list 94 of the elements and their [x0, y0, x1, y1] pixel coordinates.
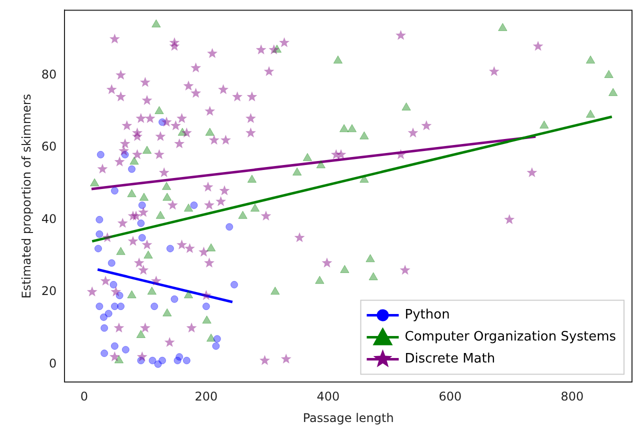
point	[184, 204, 194, 212]
legend-label: Computer Organization Systems	[404, 330, 616, 345]
point	[127, 189, 136, 198]
point	[108, 259, 116, 267]
point	[138, 234, 146, 242]
x-tick-label: 800	[560, 390, 584, 404]
x-tick-label: 0	[80, 390, 88, 404]
point	[170, 295, 178, 303]
point	[250, 204, 260, 212]
point	[104, 310, 112, 318]
point	[158, 356, 166, 364]
point	[137, 220, 145, 228]
point	[150, 302, 158, 310]
point	[96, 150, 104, 158]
point	[316, 160, 326, 168]
point	[154, 106, 164, 114]
point	[238, 210, 248, 219]
point	[116, 246, 126, 255]
point	[128, 165, 136, 173]
point	[152, 19, 161, 28]
point	[127, 290, 136, 298]
point	[117, 302, 125, 310]
point	[190, 201, 198, 209]
point	[540, 120, 549, 129]
point	[138, 201, 146, 209]
legend-label: Discrete Math	[404, 352, 496, 367]
point	[270, 286, 280, 295]
point	[366, 254, 375, 262]
point	[347, 124, 357, 132]
point	[315, 276, 324, 284]
x-axis-title: Passage length	[302, 410, 394, 425]
point	[136, 330, 146, 338]
point	[202, 316, 212, 324]
point	[206, 243, 216, 252]
point	[340, 264, 350, 273]
point	[339, 124, 349, 132]
point	[206, 334, 216, 342]
point	[230, 280, 238, 288]
y-tick-label: 60	[41, 140, 57, 154]
point	[110, 280, 118, 288]
point	[110, 342, 118, 350]
point	[586, 110, 596, 118]
point	[166, 244, 174, 252]
legend-label: Python	[404, 308, 450, 323]
point	[586, 56, 596, 64]
point	[110, 302, 118, 310]
x-tick-label: 600	[438, 390, 462, 404]
point	[100, 350, 108, 358]
point	[292, 167, 302, 176]
point	[402, 102, 411, 110]
point	[100, 313, 108, 321]
point	[162, 182, 172, 190]
y-tick-label: 40	[41, 212, 57, 226]
point	[94, 244, 102, 252]
y-tick-label: 20	[41, 284, 57, 298]
point	[205, 128, 214, 136]
point	[130, 156, 139, 165]
point	[182, 356, 190, 364]
point	[333, 56, 343, 64]
point	[247, 174, 257, 183]
point	[162, 192, 172, 201]
y-tick-label: 80	[41, 67, 57, 82]
point	[498, 23, 508, 32]
point	[142, 146, 152, 154]
point	[360, 131, 369, 140]
point	[100, 324, 108, 332]
point	[114, 355, 124, 364]
point	[147, 286, 156, 295]
y-tick-label: 0	[49, 356, 57, 370]
point	[174, 356, 182, 364]
point	[302, 153, 312, 162]
x-tick-label: 400	[316, 390, 340, 404]
point	[360, 174, 369, 183]
point	[202, 302, 210, 310]
point	[122, 346, 130, 354]
point	[96, 216, 104, 224]
point	[144, 250, 153, 259]
y-axis-title: Estimated proportion of skimmers	[19, 94, 34, 299]
point	[90, 178, 100, 186]
point	[604, 70, 614, 78]
point	[162, 308, 172, 316]
point	[96, 302, 104, 310]
point	[156, 210, 166, 219]
point	[608, 88, 618, 96]
point	[368, 272, 378, 280]
point	[184, 290, 194, 298]
x-tick-label: 200	[194, 390, 218, 404]
point	[139, 192, 149, 201]
point	[96, 230, 104, 238]
point	[226, 223, 234, 231]
point	[148, 356, 156, 364]
point	[213, 335, 221, 343]
point	[110, 187, 118, 195]
point	[212, 342, 220, 350]
